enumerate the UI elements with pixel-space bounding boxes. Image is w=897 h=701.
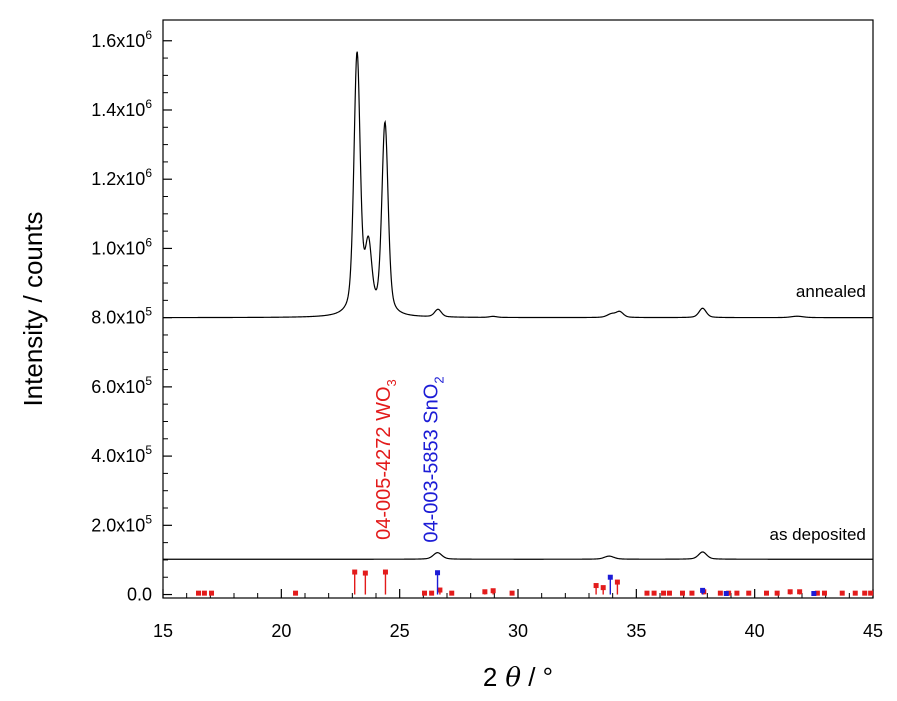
reference-marker [600, 585, 606, 591]
reference-marker [679, 590, 685, 596]
y-tick-label: 8.0x105 [91, 305, 152, 328]
reference-marker [614, 579, 620, 585]
x-axis-ticks: 15 20 25 30 35 40 45 [153, 589, 883, 641]
reference-marker [666, 590, 672, 596]
reference-marker [723, 591, 729, 597]
reference-marker [787, 589, 793, 595]
reference-marker [293, 590, 299, 596]
reference-marker [362, 570, 368, 576]
reference-marker [839, 590, 845, 596]
reference-marker [774, 590, 780, 596]
x-tick-label: 35 [626, 621, 646, 641]
reference-marker [382, 569, 388, 575]
series-group [163, 51, 873, 560]
reference-marker [422, 590, 428, 596]
x-tick-label: 20 [271, 621, 291, 641]
reference-marker [734, 590, 740, 596]
y-axis-title: Intensity / counts [18, 211, 48, 406]
y-tick-label: 1.6x106 [91, 28, 152, 51]
x-tick-label: 40 [745, 621, 765, 641]
x-axis-title-prefix: 2 [483, 662, 497, 692]
series-line [163, 551, 873, 560]
reference-sticks: 04-005-4272 WO3 04-003-5853 SnO2 [196, 376, 874, 597]
reference-marker [201, 590, 207, 596]
y-tick-label: 4.0x105 [91, 443, 152, 466]
x-tick-label: 15 [153, 621, 173, 641]
reference-marker [449, 590, 455, 596]
reference-marker [814, 590, 820, 596]
reference-marker [196, 590, 201, 596]
reference-marker [209, 590, 215, 596]
y-tick-label: 1.4x106 [91, 97, 152, 120]
reference-marker [644, 590, 650, 596]
reference-marker [593, 583, 599, 589]
reference-marker [482, 589, 488, 595]
y-tick-label: 2.0x105 [91, 512, 152, 535]
y-axis-ticks: 0.0 2.0x105 4.0x105 6.0x105 8.0x105 1.0x106 1.… [91, 28, 172, 605]
series-line [163, 51, 873, 319]
reference-marker [435, 570, 441, 576]
reference-marker [607, 574, 613, 580]
reference-marker [352, 569, 358, 575]
reference-marker [661, 590, 667, 596]
x-tick-label: 30 [508, 621, 528, 641]
y-tick-label: 0.0 [127, 585, 152, 605]
reference-marker [689, 590, 695, 596]
reference-marker [651, 590, 657, 596]
reference-label: 04-003-5853 SnO2 [421, 376, 447, 542]
reference-marker [852, 590, 858, 596]
reference-marker [764, 590, 769, 596]
reference-marker [490, 588, 496, 594]
reference-marker [797, 589, 803, 595]
series-name-label: annealed [796, 282, 866, 301]
reference-marker [700, 587, 706, 593]
x-axis-title-suffix: / ° [521, 662, 553, 692]
x-tick-label: 45 [863, 621, 883, 641]
reference-marker [717, 590, 723, 596]
series-name-label: as deposited [769, 525, 865, 544]
reference-label: 04-005-4272 WO3 [373, 379, 399, 540]
reference-marker [746, 590, 752, 596]
y-tick-label: 1.2x106 [91, 166, 152, 189]
reference-marker [821, 590, 827, 596]
plot-frame [162, 19, 874, 599]
reference-marker [509, 590, 515, 596]
reference-marker [868, 590, 874, 596]
x-tick-label: 25 [390, 621, 410, 641]
reference-marker [811, 591, 817, 597]
x-axis-title-symbol: θ [505, 663, 521, 693]
series-labels: annealed as deposited [769, 282, 865, 544]
reference-marker [429, 590, 435, 596]
reference-marker [437, 587, 443, 593]
reference-marker [862, 590, 868, 596]
y-tick-label: 1.0x106 [91, 235, 152, 258]
y-tick-label: 6.0x105 [91, 374, 152, 397]
